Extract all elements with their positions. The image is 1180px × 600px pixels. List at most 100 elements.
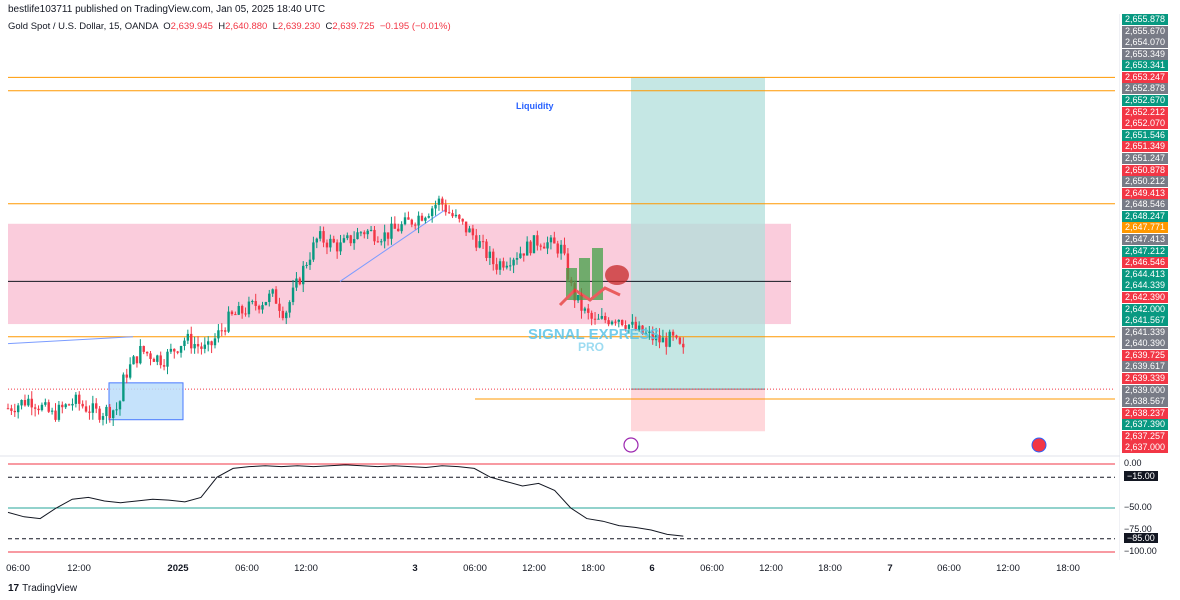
- time-tick-label: 06:00: [235, 563, 259, 574]
- price-label: 2,648.247: [1122, 210, 1168, 222]
- candle-body: [305, 264, 308, 266]
- candle-body: [403, 217, 407, 225]
- price-label: 2,650.212: [1122, 176, 1168, 188]
- price-label: 2,638.567: [1122, 396, 1168, 408]
- time-tick-label: 6: [649, 563, 655, 574]
- candle-body: [145, 351, 149, 354]
- candle-body: [37, 408, 40, 411]
- price-label: 2,647.212: [1122, 245, 1168, 257]
- bull-logo-icon: [558, 248, 629, 307]
- stop-zone: [631, 389, 765, 432]
- change-value: −0.195 (−0.01%): [379, 21, 451, 32]
- candle-body: [173, 348, 176, 352]
- candle-body: [458, 214, 461, 219]
- candle-body: [237, 306, 240, 315]
- price-axis[interactable]: 2,655.878 2,655.670 2,654.070 2,653.349 2,65…: [1120, 14, 1180, 454]
- candle-body: [6, 408, 10, 410]
- candle-body: [183, 340, 186, 347]
- candle-body: [308, 259, 312, 265]
- time-axis[interactable]: 06:00 12:00 2025 06:00 12:00 3 06:00 12:00 18:00…: [0, 560, 1120, 580]
- candle-body: [322, 231, 325, 243]
- candle-body: [519, 253, 522, 259]
- logo-bar-icon: [592, 248, 603, 300]
- candle-body: [91, 403, 95, 413]
- price-label: 2,642.390: [1122, 291, 1168, 303]
- candle-body: [637, 325, 641, 330]
- candle-body: [386, 232, 390, 239]
- candle-body: [485, 241, 488, 258]
- candle-body: [111, 410, 115, 419]
- candle-body: [95, 403, 98, 409]
- candle-body: [162, 365, 166, 367]
- candle-body: [525, 241, 529, 256]
- candle-body: [587, 308, 590, 313]
- oscillator-axis[interactable]: 0.00 −15.00 −50.00 −75.00 −85.00 −100.00: [1120, 456, 1180, 560]
- chart-canvas[interactable]: [0, 0, 1120, 560]
- time-tick-label: 18:00: [581, 563, 605, 574]
- price-label: 2,647.771: [1122, 222, 1168, 234]
- candle-body: [607, 320, 610, 325]
- candle-body: [281, 310, 285, 319]
- candle-body: [166, 351, 169, 367]
- candle-body: [318, 231, 322, 239]
- candle-body: [108, 406, 111, 419]
- price-label: 2,639.339: [1122, 372, 1168, 384]
- trend-line: [7, 336, 134, 345]
- symbol-name[interactable]: Gold Spot / U.S. Dollar, 15, OANDA: [8, 21, 158, 32]
- osc-level-label: 0.00: [1124, 458, 1142, 468]
- watermark-subtext: PRO: [578, 340, 605, 354]
- candle-body: [335, 242, 339, 252]
- candle-body: [444, 204, 447, 213]
- open-value: 2,639.945: [170, 21, 213, 32]
- osc-level-label: −75.00: [1124, 524, 1152, 534]
- candle-body: [149, 353, 152, 359]
- osc-level-label: −50.00: [1124, 502, 1152, 512]
- price-label: 2,652.878: [1122, 83, 1168, 95]
- price-label: 2,641.339: [1122, 326, 1168, 338]
- candle-body: [563, 244, 566, 254]
- logo-bar-icon: [566, 268, 577, 300]
- candle-body: [98, 408, 101, 420]
- candle-body: [614, 321, 617, 323]
- candle-body: [648, 331, 651, 333]
- low-label: L: [272, 21, 278, 32]
- candle-body: [139, 345, 142, 364]
- candle-body: [302, 265, 305, 285]
- price-label: 2,652.070: [1122, 118, 1168, 130]
- candle-body: [397, 228, 400, 232]
- candle-body: [251, 301, 254, 303]
- candle-body: [369, 229, 373, 231]
- candle-body: [33, 407, 37, 409]
- candle-body: [169, 348, 173, 352]
- candle-body: [542, 246, 546, 249]
- candle-body: [420, 215, 424, 221]
- candle-body: [400, 224, 403, 232]
- candle-body: [468, 228, 471, 233]
- candle-body: [441, 198, 444, 205]
- us-flag-event-icon: [1031, 437, 1047, 453]
- candle-body: [247, 301, 251, 315]
- candle-body: [346, 235, 349, 239]
- price-label: 2,637.000: [1122, 442, 1168, 454]
- time-tick-label: 12:00: [759, 563, 783, 574]
- candle-body: [675, 335, 678, 338]
- candle-body: [234, 314, 237, 316]
- candle-body: [217, 330, 220, 339]
- time-tick-label: 06:00: [6, 563, 30, 574]
- candle-body: [654, 335, 658, 341]
- candle-body: [461, 218, 464, 222]
- price-label: 2,655.878: [1122, 14, 1168, 25]
- price-label: 2,648.546: [1122, 199, 1168, 211]
- price-label: 2,639.617: [1122, 361, 1168, 373]
- candle-body: [430, 208, 434, 217]
- close-label: C: [325, 21, 333, 32]
- candle-body: [210, 341, 213, 346]
- candle-body: [610, 321, 614, 325]
- time-tick-label: 12:00: [522, 563, 546, 574]
- candle-body: [223, 330, 227, 332]
- candle-body: [27, 398, 30, 406]
- candle-body: [559, 244, 563, 254]
- watermark-text: SIGNAL EXPRESS: [528, 326, 660, 343]
- candle-body: [71, 403, 74, 406]
- candle-body: [156, 355, 159, 362]
